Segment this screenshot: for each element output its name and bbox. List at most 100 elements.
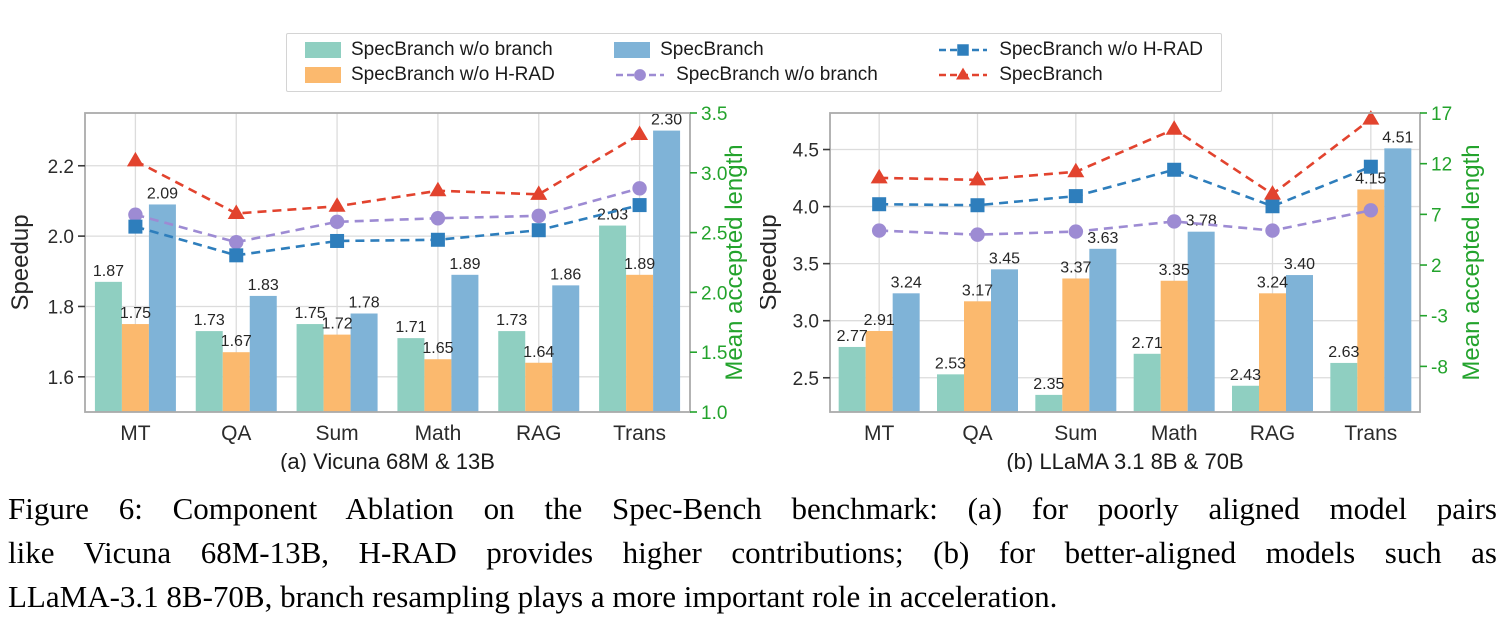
bar xyxy=(397,338,425,412)
legend-item: SpecBranch w/o branch xyxy=(305,39,555,61)
legend-item: SpecBranch w/o H-RAD xyxy=(937,39,1203,61)
bar-value-label: 1.83 xyxy=(248,277,279,294)
square-marker xyxy=(1167,162,1182,177)
bar xyxy=(249,295,277,412)
right-tick-label: -3 xyxy=(1431,307,1448,328)
x-tick-label: Math xyxy=(1151,422,1198,445)
circle-marker xyxy=(229,234,244,250)
legend-item: SpecBranch w/o H-RAD xyxy=(305,64,555,86)
triangle-marker xyxy=(126,151,144,167)
legend: SpecBranch w/o branch SpecBranch w/o H-RA… xyxy=(286,33,1222,92)
bar-value-label: 1.75 xyxy=(295,305,326,322)
triangle-marker xyxy=(870,168,888,184)
left-tick-label: 2.5 xyxy=(793,369,819,390)
circle-marker xyxy=(531,208,546,224)
bar xyxy=(1232,385,1259,412)
right-tick-label: 1.5 xyxy=(701,343,727,364)
bar-value-label: 1.86 xyxy=(550,266,581,283)
bar-value-labels: 2.77 2.53 2.35 2.71 2.43 2.63 2.91 3.17 3.37 3.35… xyxy=(837,129,1414,393)
figure-caption: Figure 6: Component Ablation on the Spec… xyxy=(8,487,1497,619)
bar xyxy=(498,331,526,412)
bar xyxy=(1133,353,1161,412)
bar-value-label: 1.65 xyxy=(422,340,453,357)
bar-value-label: 4.51 xyxy=(1382,129,1413,146)
axes: 1.6 1.8 2.0 2.2 1.0 1.5 2.0 2.5 3.0 3.5 MT QA Sum Mat… xyxy=(48,104,728,445)
triangle-marker xyxy=(1067,162,1085,178)
bar-value-label: 2.77 xyxy=(837,328,868,345)
chart-subtitle: (b) LLaMA 3.1 8B & 70B xyxy=(1006,449,1243,472)
bar xyxy=(323,334,351,412)
bar-value-label: 2.03 xyxy=(597,207,628,224)
left-tick-label: 3.0 xyxy=(793,312,819,333)
square-marker xyxy=(1363,159,1378,174)
bar-value-labels: 1.87 1.73 1.75 1.71 1.73 2.03 1.75 1.67 1.72 1.65… xyxy=(93,112,682,361)
bar-value-label: 2.53 xyxy=(935,355,966,372)
circle-marker xyxy=(634,68,647,81)
x-tick-label: Trans xyxy=(613,422,666,445)
chart-a-vicuna: 1.87 1.73 1.75 1.71 1.73 2.03 1.75 1.67 1.72 1.65… xyxy=(7,104,748,472)
legend-item-label: SpecBranch xyxy=(999,63,1103,85)
dashed-line xyxy=(879,118,1372,196)
dashed-line xyxy=(879,209,1372,236)
bar xyxy=(94,281,122,412)
bar xyxy=(1187,231,1215,412)
triangle-marker xyxy=(227,204,245,219)
bar-value-label: 2.35 xyxy=(1033,376,1064,393)
bar-value-label: 2.71 xyxy=(1132,335,1163,352)
bar xyxy=(350,313,378,412)
bar-value-label: 1.78 xyxy=(349,295,380,312)
left-tick-label: 2.0 xyxy=(48,227,74,248)
triangle-marker xyxy=(956,67,971,80)
axes: 2.5 3.0 3.5 4.0 4.5 -8 -3 2 7 12 17 MT QA Sum Math RAG T… xyxy=(793,104,1453,445)
bar xyxy=(552,285,580,412)
bar xyxy=(1357,189,1385,412)
x-tick-label: MT xyxy=(864,422,894,445)
bar-value-label: 3.35 xyxy=(1159,262,1190,279)
y-axis-label-right: Mean accepted length xyxy=(1458,144,1485,380)
bar xyxy=(964,301,991,412)
bar-value-label: 1.75 xyxy=(120,305,151,322)
right-tick-label: 7 xyxy=(1431,205,1442,226)
bar-series xyxy=(838,148,1412,412)
bar-value-label: 4.15 xyxy=(1355,170,1386,187)
circle-marker xyxy=(1363,203,1379,218)
left-tick-label: 4.0 xyxy=(793,198,819,219)
bar xyxy=(892,293,920,412)
bar-value-label: 1.64 xyxy=(523,344,554,361)
bar-value-label: 1.67 xyxy=(221,333,252,350)
bar xyxy=(1160,280,1188,412)
bar-value-label: 1.89 xyxy=(624,256,655,273)
legend-item-label: SpecBranch w/o H-RAD xyxy=(999,39,1203,61)
bar xyxy=(626,274,654,412)
bar xyxy=(121,324,149,412)
bar xyxy=(424,359,452,412)
bar xyxy=(1286,275,1313,412)
bar-value-label: 1.89 xyxy=(449,256,480,273)
square-marker xyxy=(872,197,887,212)
bar xyxy=(599,225,627,412)
legend-line-swatch xyxy=(939,44,988,56)
bar xyxy=(195,331,223,412)
bar xyxy=(653,130,681,412)
caption-line-2: like Vicuna 68M-13B, H-RAD provides high… xyxy=(8,535,1497,571)
x-tick-label: Sum xyxy=(315,422,358,445)
square-marker xyxy=(531,223,546,238)
bar xyxy=(1259,293,1286,412)
bar-value-label: 1.72 xyxy=(322,316,353,333)
bar xyxy=(1330,362,1358,412)
line-series xyxy=(870,110,1380,242)
chart-b-llama: 2.77 2.53 2.35 2.71 2.43 2.63 2.91 3.17 3.37 3.35… xyxy=(760,104,1485,472)
legend-line-swatch xyxy=(939,67,988,80)
x-tick-label: RAG xyxy=(516,422,562,445)
x-tick-label: Trans xyxy=(1344,422,1397,445)
left-tick-label: 3.5 xyxy=(793,255,819,276)
dashed-line xyxy=(135,187,640,244)
bar-value-label: 3.45 xyxy=(989,250,1020,267)
triangle-marker xyxy=(530,185,548,200)
x-tick-label: MT xyxy=(120,422,150,445)
x-tick-label: Math xyxy=(415,422,462,445)
y-axis-label-left: Speedup xyxy=(760,214,782,310)
right-tick-label: 3.5 xyxy=(701,104,727,125)
chart-subtitle: (a) Vicuna 68M & 13B xyxy=(280,449,495,472)
